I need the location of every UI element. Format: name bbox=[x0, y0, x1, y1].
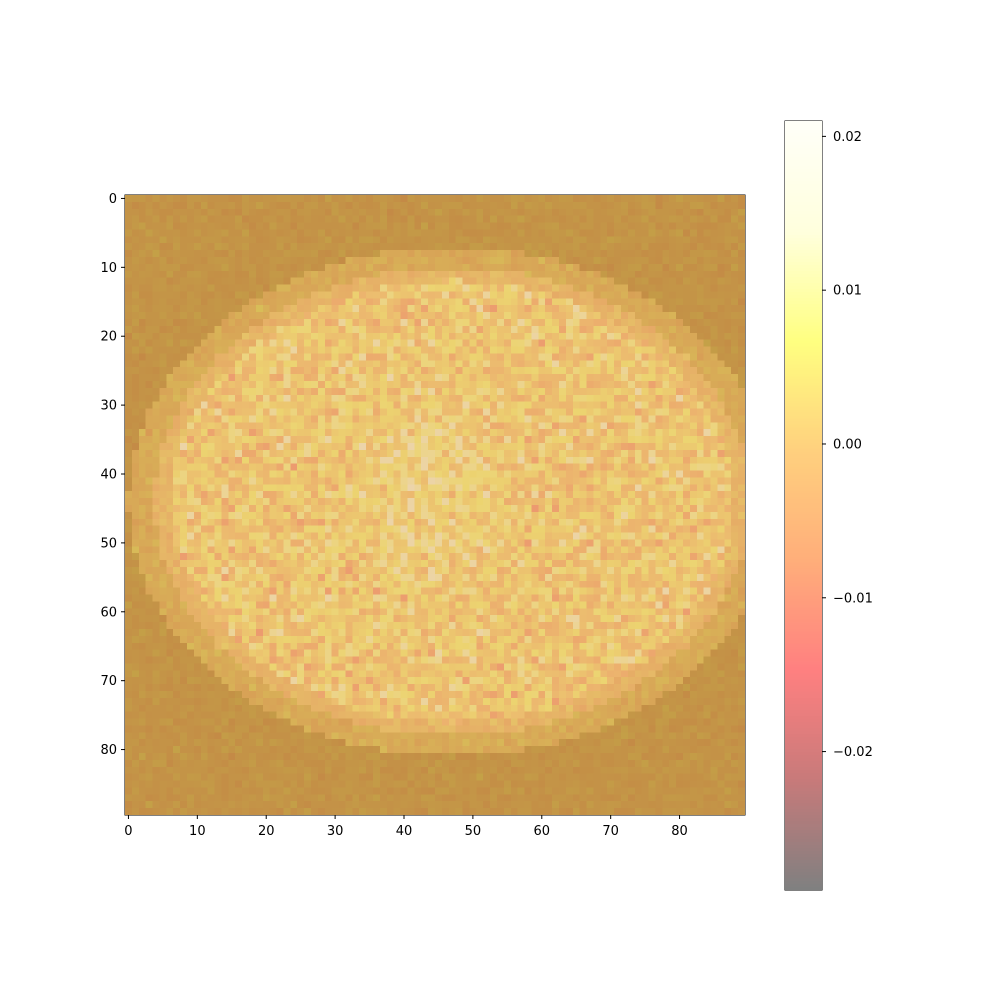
y-tick-label: 10 bbox=[100, 261, 117, 276]
colorbar-tick-label: 0.00 bbox=[833, 437, 862, 452]
x-tick-label: 30 bbox=[327, 824, 344, 839]
colorbar-tick-label: 0.02 bbox=[833, 130, 862, 145]
y-tick-label: 60 bbox=[100, 605, 117, 620]
colorbar-tick-label: −0.01 bbox=[833, 591, 873, 606]
y-tick-label: 30 bbox=[100, 399, 117, 414]
y-tick-label: 20 bbox=[100, 330, 117, 345]
heatmap-image bbox=[125, 195, 745, 815]
x-tick-label: 60 bbox=[534, 824, 551, 839]
x-tick-label: 80 bbox=[671, 824, 688, 839]
y-tick-label: 80 bbox=[100, 743, 117, 758]
x-tick-label: 10 bbox=[189, 824, 206, 839]
x-tick-label: 50 bbox=[465, 824, 482, 839]
y-tick-label: 0 bbox=[109, 192, 117, 207]
y-tick-label: 70 bbox=[100, 674, 117, 689]
y-axis-ticks: 0 10 20 30 40 50 60 70 80 bbox=[100, 192, 125, 758]
x-tick-label: 70 bbox=[602, 824, 619, 839]
colorbar-gradient bbox=[785, 121, 822, 890]
x-axis-ticks: 0 10 20 30 40 50 60 70 80 bbox=[124, 815, 688, 839]
colorbar-tick-label: 0.01 bbox=[833, 284, 862, 299]
x-tick-label: 0 bbox=[124, 824, 132, 839]
y-tick-label: 50 bbox=[100, 536, 117, 551]
colorbar-tick-label: −0.02 bbox=[833, 745, 873, 760]
y-tick-label: 40 bbox=[100, 468, 117, 483]
colorbar-ticks: 0.02 0.01 0.00 −0.01 −0.02 bbox=[822, 130, 873, 760]
x-tick-label: 20 bbox=[258, 824, 275, 839]
x-tick-label: 40 bbox=[396, 824, 413, 839]
